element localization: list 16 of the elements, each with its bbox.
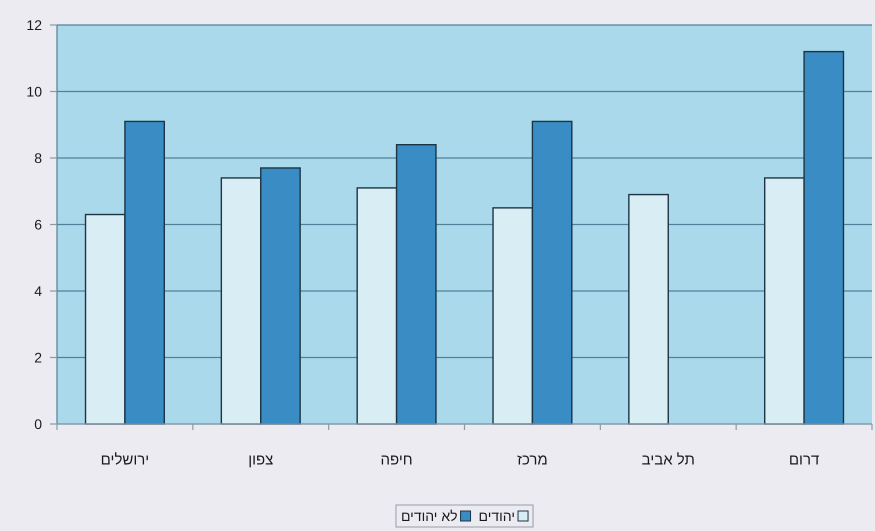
x-tick-label: צפון: [248, 452, 274, 468]
x-tick-label: חיפה: [380, 452, 413, 468]
bar: [628, 194, 669, 425]
y-tick-label: 4: [34, 283, 42, 299]
y-tick-label: 2: [34, 350, 42, 366]
y-tick-label: 8: [34, 150, 42, 166]
y-tick-label: 0: [34, 416, 42, 432]
y-tick-label: 10: [26, 84, 42, 100]
y-tick-label: 6: [34, 216, 42, 232]
y-tick-label: 12: [26, 17, 42, 33]
x-tick-label: דרום: [788, 452, 820, 468]
legend-label: לא יהודים: [400, 508, 458, 524]
legend-label: יהודים: [478, 508, 516, 524]
x-tick-label: תל אביב: [642, 452, 695, 468]
x-tick-label: ירושלים: [100, 452, 150, 468]
x-tick-label: מרכז: [517, 452, 548, 468]
